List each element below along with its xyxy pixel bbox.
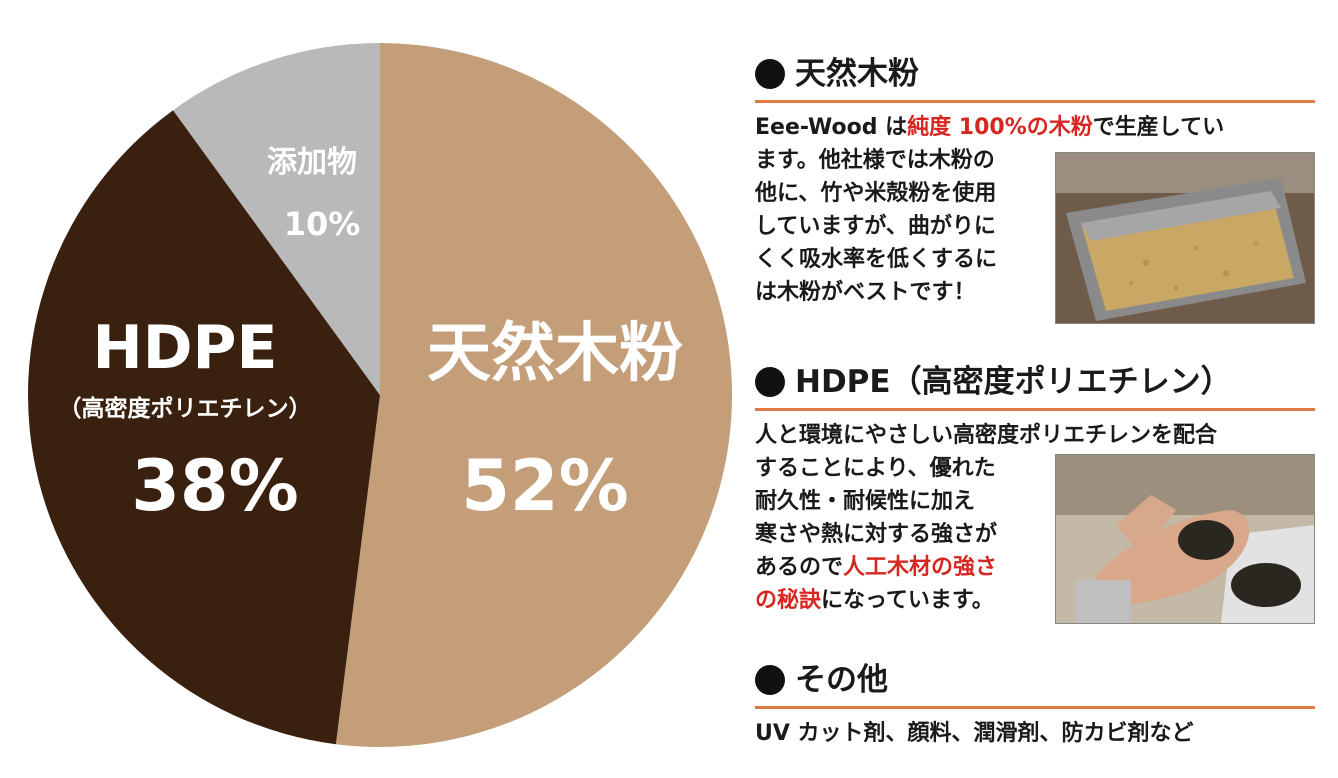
pie-slice-hdpe xyxy=(28,110,380,745)
divider xyxy=(755,706,1315,709)
section-body-hdpe: 人と環境にやさしい高密度ポリエチレンを配合 することにより、優れた 耐久性・耐候… xyxy=(755,423,1218,613)
slice-value-additive: 10% xyxy=(284,205,361,243)
section-wood: 天然木粉 Eee-Wood は純度 100%の木粉で生産してい ます。他社様では… xyxy=(755,54,1315,324)
slice-label-wood: 天然木粉 xyxy=(427,317,683,391)
bullet-icon xyxy=(755,665,785,695)
divider xyxy=(755,408,1315,411)
slice-value-hdpe: 38% xyxy=(131,445,299,527)
slice-label-hdpe: HDPE xyxy=(93,313,278,383)
divider xyxy=(755,100,1315,103)
section-body-other: UV カット剤、顔料、潤滑剤、防カビ剤など xyxy=(755,721,1194,746)
slice-label-additive: 添加物 xyxy=(267,145,357,180)
highlight-text: 人工木材の強さ xyxy=(843,555,998,580)
slice-sublabel-hdpe: （高密度ポリエチレン） xyxy=(59,395,312,422)
section-body-wood: Eee-Wood は純度 100%の木粉で生産してい ます。他社様では木粉の 他… xyxy=(755,115,1225,305)
hdpe-pellets-photo xyxy=(1055,454,1315,624)
section-hdpe: HDPE（高密度ポリエチレン） 人と環境にやさしい高密度ポリエチレンを配合 する… xyxy=(755,362,1315,624)
highlight-text: の秘訣 xyxy=(755,588,822,613)
section-title-hdpe: HDPE（高密度ポリエチレン） xyxy=(755,362,1315,402)
wood-powder-photo xyxy=(1055,152,1315,324)
section-title-wood: 天然木粉 xyxy=(755,54,1315,94)
pie-slice-wood xyxy=(335,43,732,747)
pie-slice-additive xyxy=(173,43,380,395)
section-other: その他 UV カット剤、顔料、潤滑剤、防カビ剤など xyxy=(755,660,1315,750)
section-title-other: その他 xyxy=(755,660,1315,700)
bullet-icon xyxy=(755,59,785,89)
bullet-icon xyxy=(755,367,785,397)
slice-value-wood: 52% xyxy=(461,445,629,527)
pie-chart: 天然木粉 52% HDPE （高密度ポリエチレン） 38% 添加物 10% xyxy=(28,43,732,747)
highlight-text: 純度 100%の木粉 xyxy=(907,115,1093,140)
